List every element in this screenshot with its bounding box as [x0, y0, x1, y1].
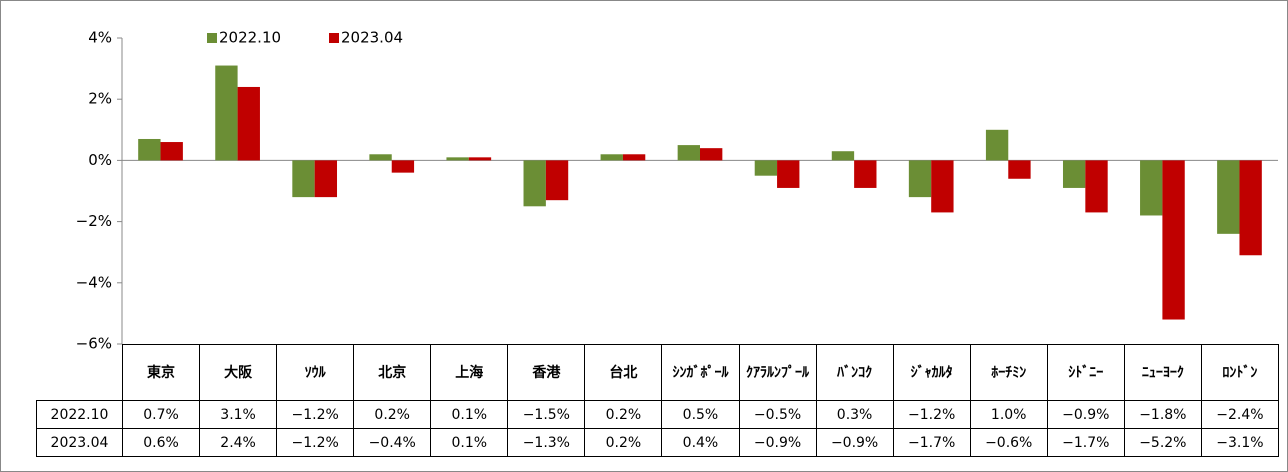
y-tick-label: 4%: [88, 29, 112, 47]
value-cell: 0.4%: [661, 428, 740, 457]
category-label: ｼﾝｶﾞﾎﾟｰﾙ: [661, 344, 740, 401]
bar: [1140, 160, 1163, 216]
legend-label: 2022.10: [219, 29, 281, 47]
bar: [854, 160, 877, 188]
category-label: ｿｳﾙ: [276, 344, 355, 401]
value-cell: −3.1%: [1200, 428, 1279, 457]
bar: [1162, 160, 1185, 320]
bar: [1239, 160, 1262, 256]
data-table: 東京 大阪 ｿｳﾙ 北京 上海 香港 台北 ｼﾝｶﾞﾎﾟｰﾙ ｸｱﾗﾙﾝﾌﾟｰﾙ ﾊﾞﾝｺｸ ｼﾞｬ…: [36, 344, 1279, 457]
bar: [777, 160, 800, 188]
value-cell: −0.6%: [969, 428, 1048, 457]
bar: [468, 157, 492, 161]
bar: [600, 154, 623, 161]
bar: [700, 148, 723, 161]
legend-label: 2023.04: [341, 29, 403, 47]
value-cell: −0.9%: [738, 428, 817, 457]
bar: [931, 160, 954, 213]
series-label: 2022.10: [36, 400, 123, 429]
value-cell: 0.3%: [815, 400, 894, 429]
value-cell: 0.2%: [584, 400, 663, 429]
legend-swatch: [207, 33, 217, 43]
table-corner: [36, 344, 123, 401]
y-tick-label: 0%: [88, 151, 112, 169]
value-cell: −2.4%: [1200, 400, 1279, 429]
value-cell: −1.5%: [507, 400, 586, 429]
y-tick-label: −2%: [76, 212, 112, 230]
bar: [831, 151, 855, 161]
value-cell: −1.8%: [1123, 400, 1202, 429]
bar: [138, 138, 161, 161]
category-label: 大阪: [199, 344, 278, 401]
value-cell: −1.2%: [276, 400, 355, 429]
category-label: ﾎｰﾁﾐﾝ: [969, 344, 1048, 401]
value-cell: −0.9%: [1046, 400, 1125, 429]
bar: [754, 160, 778, 176]
value-cell: −0.4%: [353, 428, 432, 457]
bar: [314, 160, 338, 198]
value-cell: −1.7%: [1046, 428, 1125, 457]
value-cell: −5.2%: [1123, 428, 1202, 457]
category-label: 北京: [353, 344, 432, 401]
bar: [1062, 160, 1086, 188]
category-label: ﾆｭｰﾖｰｸ: [1123, 344, 1202, 401]
bar: [446, 157, 469, 161]
value-cell: 3.1%: [199, 400, 278, 429]
series-label: 2023.04: [36, 428, 123, 457]
value-cell: 1.0%: [969, 400, 1048, 429]
bar: [1217, 160, 1240, 234]
value-cell: 0.2%: [353, 400, 432, 429]
bar: [391, 160, 415, 173]
category-label: ﾛﾝﾄﾞﾝ: [1200, 344, 1279, 401]
value-cell: 0.6%: [121, 428, 201, 457]
category-label: ｼﾄﾞﾆｰ: [1046, 344, 1125, 401]
legend-swatch: [329, 33, 339, 43]
value-cell: 2.4%: [199, 428, 278, 457]
value-cell: 0.1%: [430, 428, 509, 457]
category-label: ｼﾞｬｶﾙﾀ: [892, 344, 971, 401]
category-label: 上海: [430, 344, 509, 401]
category-label: 香港: [507, 344, 586, 401]
bar: [237, 86, 260, 161]
bar: [677, 145, 700, 161]
category-label: 台北: [584, 344, 663, 401]
bar: [523, 160, 546, 207]
value-cell: 0.1%: [430, 400, 509, 429]
value-cell: 0.5%: [661, 400, 740, 429]
category-label: ﾊﾞﾝｺｸ: [815, 344, 894, 401]
value-cell: −0.9%: [815, 428, 894, 457]
y-tick-label: −4%: [76, 273, 112, 291]
bar: [292, 160, 315, 198]
value-cell: −1.2%: [892, 400, 971, 429]
bar: [1085, 160, 1108, 213]
bar: [545, 160, 569, 201]
category-label: 東京: [121, 344, 201, 401]
value-cell: 0.2%: [584, 428, 663, 457]
bar: [369, 154, 392, 161]
bar: [622, 154, 646, 161]
value-cell: −0.5%: [738, 400, 817, 429]
value-cell: 0.7%: [121, 400, 201, 429]
category-label: ｸｱﾗﾙﾝﾌﾟｰﾙ: [738, 344, 817, 401]
value-cell: −1.2%: [276, 428, 355, 457]
bar: [215, 65, 238, 161]
bar: [908, 160, 932, 198]
value-cell: −1.3%: [507, 428, 586, 457]
y-tick-label: 2%: [88, 90, 112, 108]
bar: [1008, 160, 1031, 179]
value-cell: −1.7%: [892, 428, 971, 457]
bar: [160, 142, 183, 161]
bar: [985, 129, 1009, 161]
